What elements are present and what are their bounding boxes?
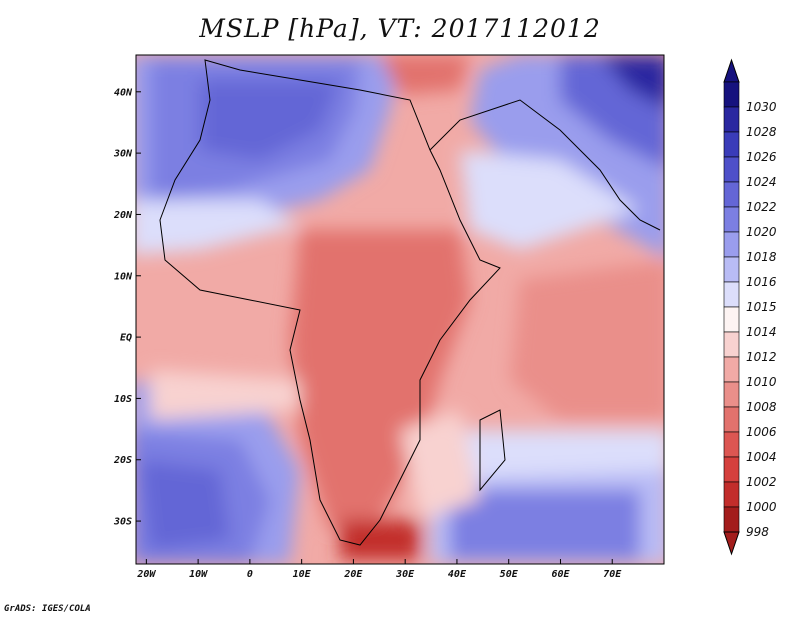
colorbar-label: 1008	[746, 400, 777, 414]
colorbar-label: 1015	[746, 300, 777, 314]
x-tick-label: 40E	[448, 569, 467, 580]
colorbar-swatch	[723, 256, 740, 283]
colorbar-swatch	[723, 156, 740, 183]
colorbar-swatch	[723, 306, 740, 333]
colorbar-swatch	[723, 181, 740, 208]
map-frame	[135, 54, 665, 565]
colorbar-label: 1028	[746, 125, 777, 139]
y-tick-label: 30S	[113, 517, 132, 528]
x-tick-label: 10W	[189, 569, 208, 580]
colorbar-label: 1018	[746, 250, 777, 264]
colorbar-swatch	[723, 431, 740, 458]
colorbar-label: 1026	[746, 150, 777, 164]
colorbar-label: 1000	[746, 500, 777, 514]
colorbar-top-arrow	[723, 58, 740, 83]
colorbar-label: 998	[746, 525, 769, 539]
colorbar-swatch	[723, 481, 740, 508]
colorbar-label: 1014	[746, 325, 777, 339]
plot-title: MSLP [hPa], VT: 2017112012	[199, 14, 601, 43]
colorbar-swatch	[723, 331, 740, 358]
colorbar-label: 1016	[746, 275, 777, 289]
x-tick-label: 70E	[603, 569, 622, 580]
colorbar-swatch	[723, 206, 740, 233]
x-tick-label: 30E	[395, 569, 415, 580]
colorbar-label: 1010	[746, 375, 777, 389]
x-axis: 20W 10W 0 10E 20E 30E 40E 50E 60E 70E	[136, 559, 622, 580]
y-tick-label: 40N	[114, 87, 133, 98]
y-tick-label: 10N	[114, 271, 133, 282]
colorbar-label: 1030	[746, 100, 777, 114]
colorbar-swatch	[723, 281, 740, 308]
colorbar-bottom-arrow	[723, 531, 740, 556]
low-pressure-africa	[290, 230, 470, 530]
y-tick-label: 20S	[113, 455, 132, 466]
colorbar-swatch	[723, 506, 740, 533]
x-tick-label: 50E	[500, 569, 519, 580]
colorbar-label: 1004	[746, 450, 777, 464]
y-tick-label: EQ	[120, 333, 132, 344]
colorbar-swatch	[723, 106, 740, 133]
pressure-field	[136, 55, 664, 564]
colorbar-label: 1006	[746, 425, 777, 439]
colorbar-swatch	[723, 406, 740, 433]
colorbar-label: 1024	[746, 175, 777, 189]
x-tick-label: 10E	[293, 569, 312, 580]
y-tick-label: 10S	[114, 394, 132, 405]
y-tick-label: 30N	[113, 149, 133, 160]
colorbar-label: 1012	[746, 350, 777, 364]
y-axis: 40N 30N 20N 10N EQ 10S 20S 30S	[113, 87, 141, 528]
footer-credit: GrADS: IGES/COLA	[4, 604, 91, 614]
colorbar-swatch	[723, 231, 740, 258]
colorbar-swatch	[723, 131, 740, 158]
x-tick-label: 60E	[551, 569, 570, 580]
coastlines	[159, 59, 661, 546]
colorbar-swatch	[723, 356, 740, 383]
x-tick-label: 20W	[136, 569, 156, 580]
colorbar-swatch	[723, 381, 740, 408]
x-tick-label: 0	[247, 569, 253, 580]
y-tick-label: 20N	[113, 210, 133, 221]
colorbar-label: 1002	[746, 475, 777, 489]
colorbar-label: 1020	[746, 225, 777, 239]
x-tick-label: 20E	[343, 569, 363, 580]
colorbar-swatch	[723, 81, 740, 108]
colorbar-swatch	[723, 456, 740, 483]
colorbar: 1030 1028 1026 1024 1022 1020 1018 1016 1015 1014…	[723, 58, 777, 556]
colorbar-label: 1022	[746, 200, 777, 214]
